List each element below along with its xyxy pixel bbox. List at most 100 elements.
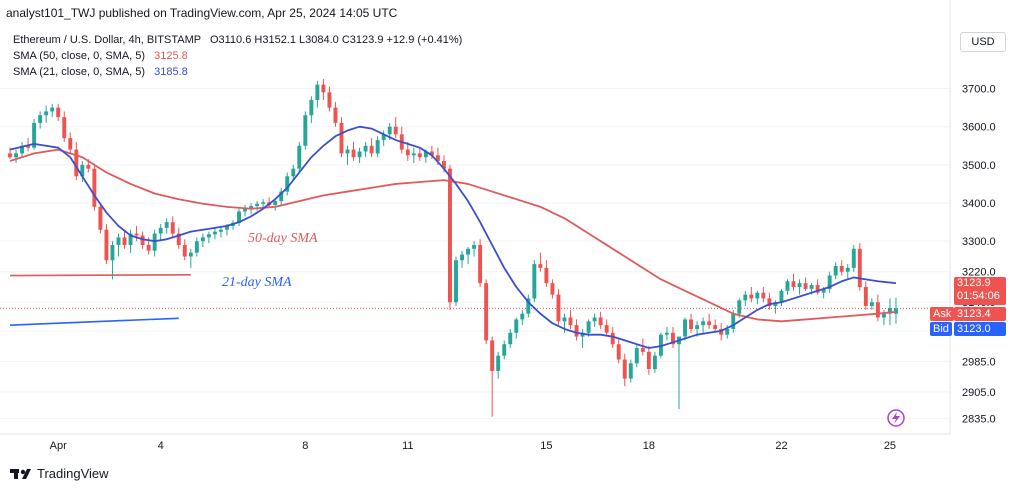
candle-body [20,145,25,154]
legend-sma50-row[interactable]: SMA (50, close, 0, SMA, 5) 3125.8 [13,50,188,62]
candle-body [279,191,284,202]
candle-body [887,307,892,314]
time-axis[interactable]: Apr 4 8 11 15 18 22 25 [50,440,896,452]
sma21-annotation: 21-day SMA [222,275,292,290]
candle-body [188,252,193,257]
candle-body [514,319,519,333]
candle-body [845,267,850,272]
candle-body [291,168,296,177]
candle-body [894,308,898,314]
candle-body [544,267,549,284]
candle-body [460,254,464,261]
candle-body [592,317,597,322]
candle-body [466,248,471,255]
legend-sma21-label: SMA (21, close, 0, SMA, 5) [13,66,146,78]
candle-body [755,292,760,299]
candles [8,78,898,417]
y-tick-label: 2835.0 [962,414,996,426]
candle-body [164,222,169,228]
candle-body [393,126,398,135]
candle-body [833,265,838,276]
candle-body [737,300,742,314]
candle-body [502,344,507,356]
candle-body [32,122,37,148]
x-tick-label: 22 [775,440,787,452]
candle-body [381,134,386,141]
candle-body [134,233,139,236]
candle-body [815,285,820,293]
candle-body [435,155,440,162]
candle-body [472,245,477,249]
candle-body [122,237,127,245]
candle-body [26,145,31,148]
candle-body [206,234,211,238]
candle-body [881,313,886,318]
candle-body [803,283,808,289]
candle-body [363,145,368,152]
candle-body [779,290,784,303]
candle-body [140,235,145,245]
reference-lines [0,273,950,326]
sma21-reference-line [9,317,179,326]
currency-button[interactable]: USD [960,32,1006,52]
candle-body [496,355,501,371]
candle-body [273,201,278,205]
sma-lines [9,125,897,349]
candle-body [532,264,537,299]
candle-body [152,233,157,251]
candle-body [92,168,97,207]
candle-body [297,145,302,169]
legend-sma21-row[interactable]: SMA (21, close, 0, SMA, 5) 3185.8 [13,66,188,78]
candle-body [44,111,49,116]
candle-body [218,229,223,232]
candle-body [74,149,79,177]
x-tick-label: 11 [402,440,413,452]
flash-icon[interactable] [887,409,905,427]
candle-body [146,245,151,251]
candle-body [454,260,458,303]
brand-name: TradingView [37,466,109,481]
candle-body [568,317,573,326]
candle-body [80,164,85,177]
sma21-line [9,125,897,349]
candle-body [285,176,290,192]
y-tick-label: 3300.0 [962,236,996,248]
candle-body [707,321,712,326]
price-axis[interactable]: 2835.02905.02985.03065.03140.03220.03300… [962,84,996,426]
candle-body [375,140,380,154]
candle-body [508,332,513,345]
candle-body [616,344,621,360]
legend-ohlc: O3110.6 H3152.1 L3084.0 C3123.9 +12.9 (+… [209,34,463,46]
candle-body [827,275,832,289]
candle-body [429,151,434,156]
candle-body [478,245,483,284]
candle-body [38,115,43,123]
candle-body [767,298,772,307]
candle-body [315,84,320,100]
candle-body [98,206,103,230]
candle-body [321,84,326,93]
x-tick-label: 15 [540,440,552,452]
candle-body [604,325,609,333]
candle-body [176,233,181,245]
candle-body [369,145,374,154]
candle-body [671,332,675,345]
candle-body [658,334,663,356]
bar-countdown: 01:54:06 [957,290,1000,302]
candle-body [182,245,187,257]
last-price: 3123.9 [957,277,991,289]
candle-body [610,332,615,345]
x-tick-label: 18 [643,440,655,452]
tradingview-logo[interactable]: TradingView [10,466,109,481]
x-tick-label: 25 [884,440,896,452]
candle-body [580,332,585,337]
ask-price: 3123.4 [954,307,1006,321]
sma50-reference-line [9,273,191,277]
candle-body [725,328,730,335]
tradingview-icon [10,468,31,479]
legend-sma50-value: 3125.8 [154,50,188,62]
legend-sma21-value: 3185.8 [154,66,188,78]
candle-body [194,241,199,253]
candle-body [128,233,133,245]
candle-body [110,245,115,261]
